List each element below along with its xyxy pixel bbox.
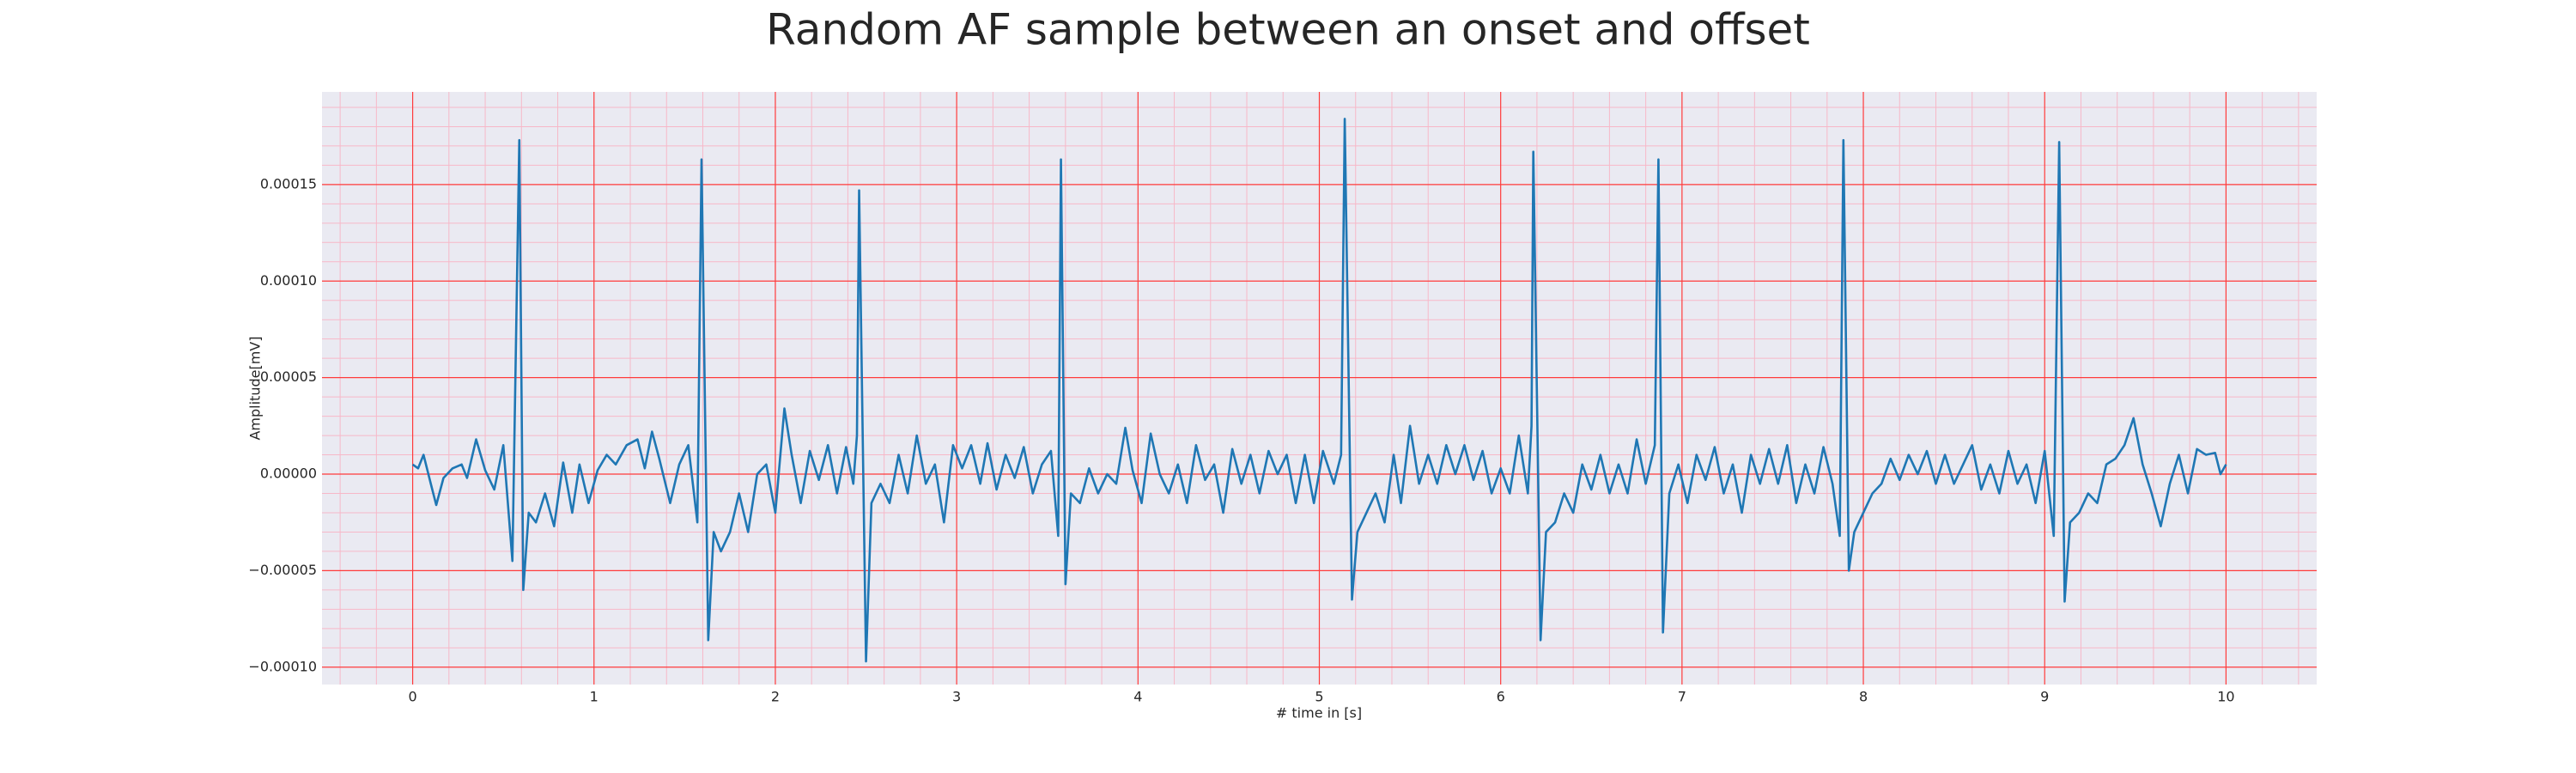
x-tick-label: 3 [952,689,961,705]
x-tick-label: 10 [2217,689,2234,705]
y-tick-label: −0.00010 [248,658,317,674]
y-tick-label: 0.00000 [260,466,317,482]
y-tick-label: −0.00005 [248,562,317,578]
x-tick-label: 6 [1497,689,1505,705]
x-tick-label: 8 [1859,689,1868,705]
y-tick-label: 0.00015 [260,175,317,192]
x-tick-label: 4 [1133,689,1142,705]
x-tick-label: 9 [2040,689,2049,705]
x-tick-label: 7 [1678,689,1686,705]
y-axis-label: Amplitude[mV] [247,336,264,440]
y-tick-label: 0.00010 [260,272,317,289]
signal-line [411,118,2227,663]
chart-title: Random AF sample between an onset and of… [766,5,1810,55]
x-tick-label: 5 [1315,689,1323,705]
x-tick-label: 1 [590,689,598,705]
x-tick-label: 2 [771,689,780,705]
x-tick-label: 0 [408,689,416,705]
y-tick-label: 0.00005 [260,368,317,385]
x-axis-label: # time in [s] [1276,705,1362,721]
